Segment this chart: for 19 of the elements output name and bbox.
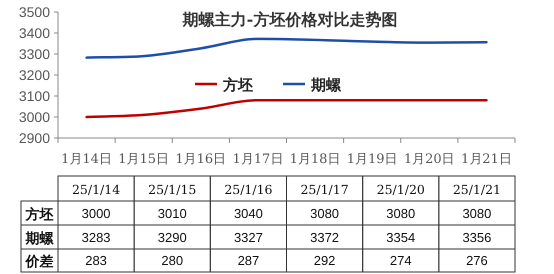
data-table: 25/1/14 25/1/15 25/1/16 25/1/17 25/1/20 25/1/21 方坯 3000 3010 3040 3080 3080 3080 期螺 3283 3290 3327 3372 3354 3356 价差 283 280 287 292 274 276: [20, 176, 516, 272]
legend-label: 方坯: [222, 76, 253, 94]
legend-label: 期螺: [310, 76, 342, 94]
y-tick-label: 3300: [18, 46, 50, 62]
y-tick-label: 3200: [18, 67, 50, 83]
x-tick-label: 1月19日: [346, 152, 398, 167]
x-tick-label: 1月16日: [175, 152, 226, 167]
x-tick-label: 1月15日: [118, 152, 170, 167]
y-tick-label: 3400: [18, 25, 50, 41]
x-tick-label: 1月17日: [232, 152, 284, 167]
x-tick-label: 1月21日: [461, 152, 512, 167]
chart-title: 期螺主力-方坯价格对比走势图: [182, 10, 398, 29]
x-tick-label: 1月14日: [61, 152, 112, 167]
x-tick-label: 1月18日: [290, 152, 340, 167]
y-tick-label: 3500: [18, 4, 50, 20]
y-tick-label: 2900: [18, 130, 50, 146]
y-tick-label: 3100: [18, 88, 50, 104]
y-tick-label: 3000: [18, 109, 50, 125]
x-tick-label: 1月20日: [404, 152, 455, 167]
